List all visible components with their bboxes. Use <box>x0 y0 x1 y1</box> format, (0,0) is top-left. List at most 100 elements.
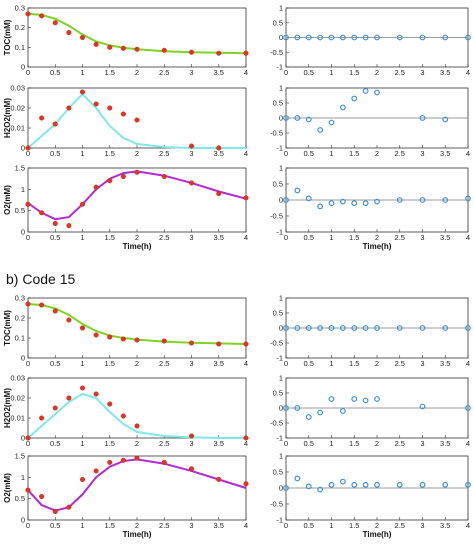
residual-point <box>374 34 380 41</box>
x-tick-label: 0.5 <box>304 359 314 368</box>
experimental-point <box>134 455 140 461</box>
experimental-point <box>79 385 85 391</box>
experimental-point <box>93 184 99 190</box>
residual-point <box>465 481 471 488</box>
residual-point <box>396 481 403 488</box>
x-tick-label: 0 <box>26 149 30 158</box>
experimental-point <box>79 201 85 207</box>
residual-point <box>294 115 301 121</box>
y-tick-label: 0 <box>21 354 25 363</box>
experimental-point <box>188 143 194 149</box>
experimental-point <box>216 191 222 197</box>
x-tick-label: 1 <box>80 521 84 530</box>
y-axis-label: O2(mM) <box>3 185 12 215</box>
x-tick-label: 4 <box>244 359 248 368</box>
residual-point <box>351 34 358 41</box>
experimental-point <box>79 476 85 482</box>
residual-point <box>442 34 449 41</box>
y-tick-label: 0.5 <box>273 468 283 477</box>
x-tick-label: 1.5 <box>105 68 115 77</box>
experimental-point <box>216 50 222 56</box>
x-tick-label: 2 <box>375 233 379 242</box>
x-tick-label: 2.5 <box>159 233 169 242</box>
x-tick-label: 2.5 <box>159 68 169 77</box>
y-tick-label: 0.5 <box>273 180 283 189</box>
residual-point <box>305 325 312 331</box>
panel-b-residual-7: 0 0.5 1 1.5 2 2.5 3 3.5 4 -1 -0.5 0 0.5 1 <box>270 294 471 368</box>
experimental-point <box>39 494 45 500</box>
y-tick-label: 0.03 <box>10 84 25 93</box>
experimental-point <box>134 423 140 429</box>
residual-point <box>283 197 289 203</box>
y-tick-label: 1 <box>279 84 283 93</box>
x-tick-label: 4 <box>244 521 248 530</box>
x-tick-label: 2 <box>375 68 379 77</box>
experimental-point <box>66 395 72 401</box>
x-tick-label: 1.5 <box>105 439 115 448</box>
x-tick-label: 3 <box>420 439 424 448</box>
experimental-point <box>66 223 72 229</box>
x-tick-label: 3 <box>420 521 424 530</box>
experimental-point <box>107 459 113 465</box>
x-tick-label: 4 <box>466 149 470 158</box>
residual-point <box>362 397 369 404</box>
x-tick-label: 3.5 <box>440 439 450 448</box>
residual-point <box>362 88 369 94</box>
x-tick-label: 4 <box>244 149 248 158</box>
experimental-point <box>25 435 31 441</box>
x-tick-label: 1.5 <box>349 521 359 530</box>
x-tick-label: 0.5 <box>50 149 60 158</box>
x-tick-label: 1.5 <box>349 233 359 242</box>
y-tick-label: 0.5 <box>273 389 283 398</box>
y-tick-label: 0 <box>279 484 283 493</box>
experimental-point <box>107 44 113 50</box>
experimental-point <box>79 35 85 41</box>
experimental-point <box>134 46 140 52</box>
x-tick-label: 3 <box>420 149 424 158</box>
residual-point <box>374 89 380 96</box>
experimental-point <box>93 332 99 338</box>
y-tick-label: -1 <box>276 63 283 72</box>
y-tick-label: -1 <box>276 354 283 363</box>
residual-point <box>305 34 312 41</box>
panel-b-title: b) Code 15 <box>6 271 75 287</box>
experimental-point <box>52 405 58 411</box>
x-tick-label: 0 <box>26 521 30 530</box>
residual-point <box>362 200 369 207</box>
y-tick-label: 0 <box>21 63 25 72</box>
experimental-point <box>66 317 72 323</box>
residual-point <box>362 325 369 331</box>
y-tick-label: -1 <box>276 144 283 153</box>
axes-frame <box>27 297 247 359</box>
experimental-point <box>188 340 194 346</box>
y-tick-label: 0.5 <box>15 494 25 503</box>
x-tick-label: 3.5 <box>214 359 224 368</box>
experimental-point <box>52 220 58 226</box>
residual-point <box>351 481 358 488</box>
y-tick-label: -0.5 <box>270 500 283 509</box>
experimental-point <box>107 178 113 184</box>
x-axis-label: Time(h) <box>363 530 392 539</box>
y-axis-label: H2O2(mM) <box>3 98 12 138</box>
experimental-point <box>134 337 140 343</box>
y-tick-label: 0 <box>21 144 25 153</box>
residual-point <box>442 325 449 331</box>
residual-point <box>328 200 335 207</box>
experimental-point <box>93 468 99 474</box>
x-tick-label: 3.5 <box>440 149 450 158</box>
y-tick-label: 0.5 <box>273 18 283 27</box>
x-tick-label: 3 <box>189 359 193 368</box>
residual-point <box>442 481 449 488</box>
x-tick-label: 1 <box>80 439 84 448</box>
x-tick-label: 1 <box>80 359 84 368</box>
experimental-point <box>188 466 194 472</box>
x-tick-label: 1.5 <box>105 233 115 242</box>
x-tick-label: 2.5 <box>159 521 169 530</box>
residual-point <box>294 187 301 194</box>
residual-point <box>283 405 289 411</box>
experimental-point <box>161 338 167 344</box>
x-tick-label: 1 <box>329 68 333 77</box>
experimental-point <box>25 11 31 17</box>
experimental-point <box>66 504 72 510</box>
